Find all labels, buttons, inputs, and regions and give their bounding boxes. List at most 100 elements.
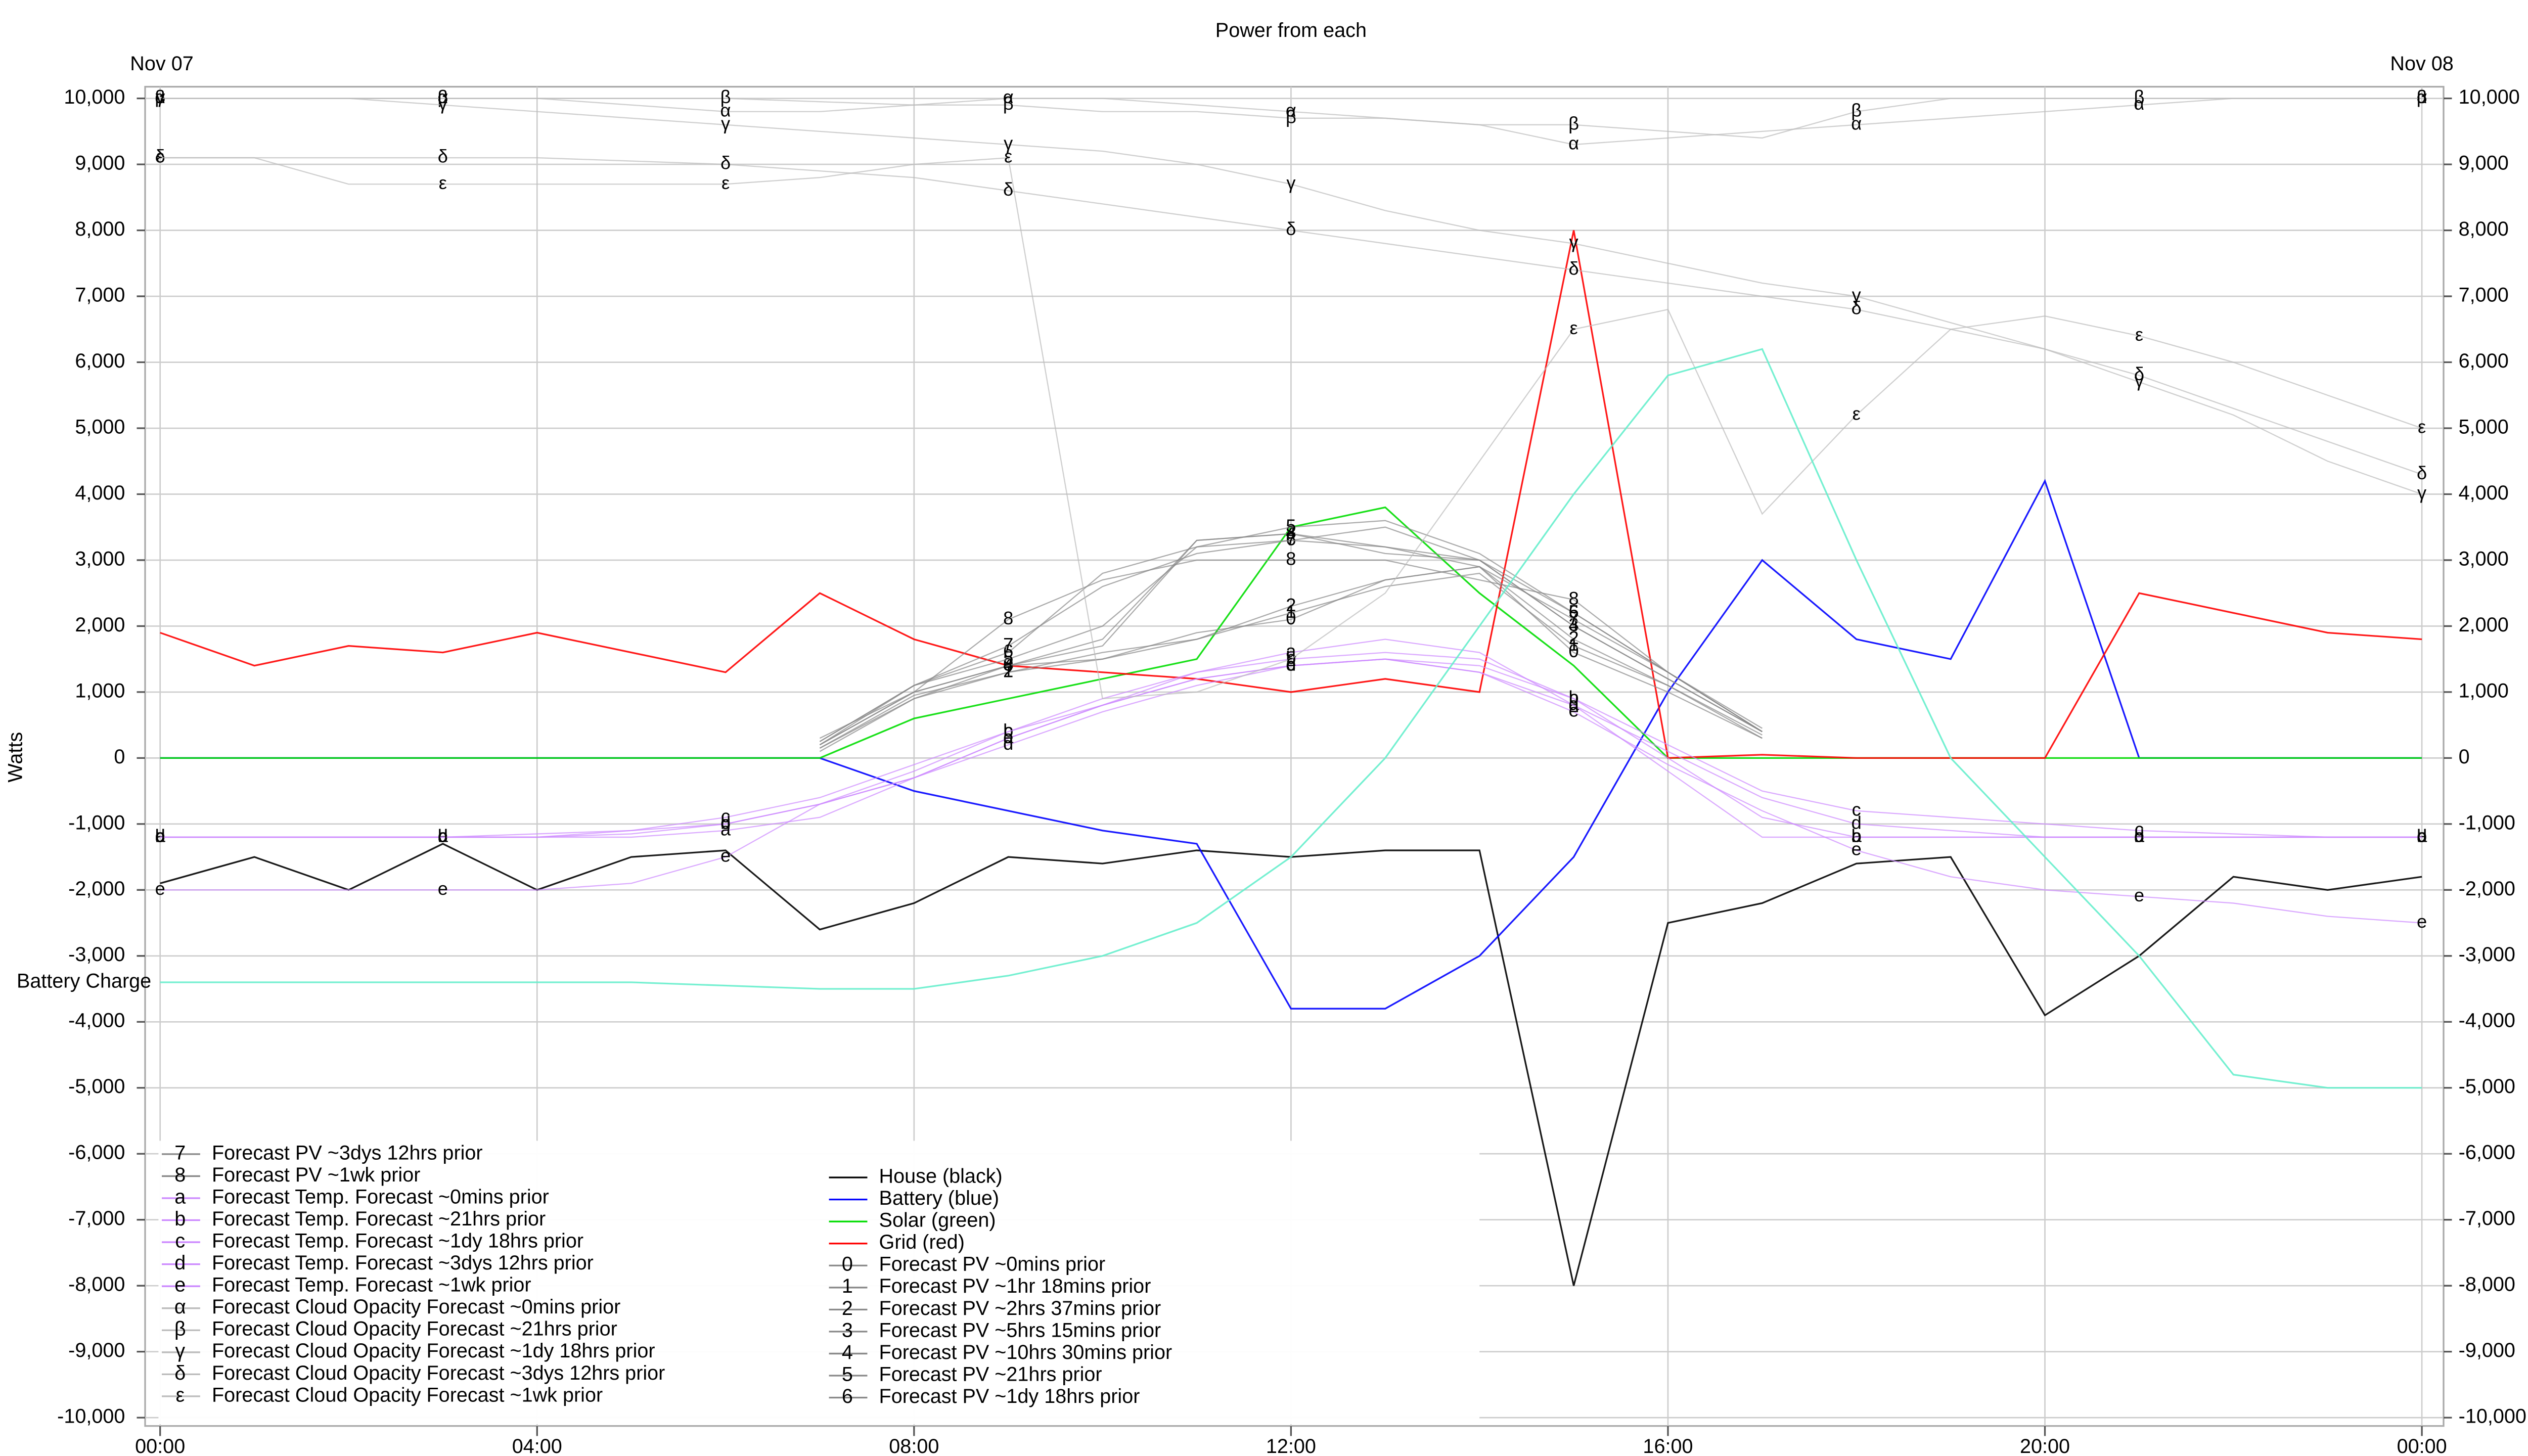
date-label: Nov 07 <box>130 53 193 75</box>
legend-label: Forecast Cloud Opacity Forecast ~3dys 12… <box>212 1362 665 1384</box>
point-marker: δ <box>720 153 731 173</box>
legend-label: Forecast Cloud Opacity Forecast ~1dy 18h… <box>212 1340 655 1362</box>
legend-marker: β <box>174 1318 186 1340</box>
point-marker: γ <box>2417 482 2427 503</box>
y-tick-label: 8,000 <box>2459 218 2509 240</box>
y-tick-label: -6,000 <box>2459 1142 2515 1164</box>
point-marker: b <box>155 826 165 846</box>
point-marker: c <box>1286 654 1295 674</box>
legend-marker: 0 <box>842 1253 853 1276</box>
legend-label: Forecast Cloud Opacity Forecast ~21hrs p… <box>212 1318 617 1340</box>
point-marker: e <box>2417 911 2427 932</box>
y-tick-label: 8,000 <box>75 218 125 240</box>
y-axis-label: Watts <box>4 732 26 783</box>
point-marker: ε <box>1287 647 1295 668</box>
point-marker: b <box>1286 647 1296 668</box>
legend-label: Forecast PV ~1dy 18hrs prior <box>879 1385 1140 1407</box>
y-tick-label: 0 <box>114 746 125 768</box>
y-tick-label: -2,000 <box>2459 878 2515 900</box>
point-marker: c <box>1004 720 1013 741</box>
y-tick-label: -8,000 <box>68 1273 125 1296</box>
legend-label: House (black) <box>879 1165 1003 1188</box>
point-marker: d <box>1568 694 1578 714</box>
y-tick-label: -4,000 <box>68 1010 125 1032</box>
legend-marker: γ <box>175 1340 185 1362</box>
point-marker: β <box>155 86 165 107</box>
legend-marker: 5 <box>842 1363 853 1385</box>
legend-label: Forecast Temp. Forecast ~1wk prior <box>212 1274 531 1296</box>
y-tick-label: -1,000 <box>68 811 125 834</box>
legend-marker: a <box>174 1186 186 1208</box>
y-tick-label: -7,000 <box>68 1207 125 1230</box>
legend-marker: δ <box>174 1362 186 1384</box>
y-tick-label: 1,000 <box>2459 679 2509 702</box>
legend-label: Forecast Cloud Opacity Forecast ~0mins p… <box>212 1296 620 1318</box>
point-marker: e <box>2134 885 2144 905</box>
y-tick-label: -7,000 <box>2459 1207 2515 1230</box>
point-marker: 4 <box>1003 654 1013 674</box>
y-tick-label: -10,000 <box>2459 1405 2526 1428</box>
point-marker: a <box>155 826 166 846</box>
legend-marker: α <box>174 1296 186 1318</box>
legend-label: Grid (red) <box>879 1231 965 1253</box>
legend-marker: 8 <box>174 1164 186 1186</box>
point-marker: e <box>155 878 165 899</box>
point-marker: δ <box>438 146 448 167</box>
legend-label: Forecast Temp. Forecast ~21hrs prior <box>212 1208 546 1230</box>
point-marker: b <box>2417 826 2427 846</box>
legend-label: Forecast Temp. Forecast ~3dys 12hrs prio… <box>212 1252 594 1274</box>
point-marker: γ <box>1852 285 1862 305</box>
point-marker: α <box>155 86 165 107</box>
y-tick-label: -9,000 <box>2459 1339 2515 1361</box>
point-marker: c <box>2417 826 2426 846</box>
point-marker: a <box>1852 826 1862 846</box>
y-tick-label: 5,000 <box>75 416 125 438</box>
y-tick-label: -8,000 <box>2459 1273 2515 1296</box>
legend-label: Forecast Temp. Forecast ~1dy 18hrs prior <box>212 1230 583 1252</box>
date-label: Nov 08 <box>2390 53 2453 75</box>
point-marker: δ <box>2134 363 2144 384</box>
y-tick-label: 7,000 <box>2459 284 2509 306</box>
point-marker: a <box>1568 694 1579 714</box>
series-label: Battery Charge <box>17 970 151 992</box>
point-marker: δ <box>1852 298 1862 318</box>
y-tick-label: 1,000 <box>75 679 125 702</box>
point-marker: 6 <box>1003 641 1013 661</box>
y-tick-label: 3,000 <box>2459 548 2509 570</box>
point-marker: α <box>1851 113 1862 133</box>
y-tick-label: 4,000 <box>2459 482 2509 504</box>
point-marker: b <box>1852 826 1862 846</box>
series-line <box>160 157 2422 700</box>
series-line <box>160 230 2422 759</box>
legend-marker: ε <box>175 1384 185 1406</box>
point-marker: ε <box>1853 403 1861 424</box>
legend-label: Forecast PV ~10hrs 30mins prior <box>879 1341 1172 1363</box>
y-tick-label: 4,000 <box>75 482 125 504</box>
point-marker: γ <box>438 93 448 114</box>
legend-box <box>158 1141 1480 1425</box>
legend-marker: 2 <box>842 1297 853 1320</box>
point-marker: α <box>1003 86 1014 107</box>
point-marker: γ <box>721 113 731 133</box>
point-marker: c <box>1852 799 1861 820</box>
point-marker: 1 <box>1568 634 1578 655</box>
point-marker: a <box>438 826 448 846</box>
point-marker: ε <box>1569 317 1577 338</box>
y-tick-label: -9,000 <box>68 1339 125 1361</box>
y-tick-label: -3,000 <box>2459 943 2515 966</box>
point-marker: β <box>2417 86 2427 107</box>
point-marker: α <box>1568 133 1579 154</box>
point-marker: γ <box>156 86 165 107</box>
point-marker: d <box>1852 812 1862 833</box>
series-line <box>160 348 2422 1089</box>
y-tick-label: -2,000 <box>68 878 125 900</box>
y-tick-label: -6,000 <box>68 1142 125 1164</box>
point-marker: e <box>1852 839 1862 859</box>
point-marker: 4 <box>1568 614 1578 635</box>
point-marker: 5 <box>1003 647 1013 668</box>
x-tick-label: 20:00 <box>2020 1435 2070 1456</box>
point-marker: d <box>1286 654 1296 674</box>
point-marker: 2 <box>1568 627 1578 648</box>
